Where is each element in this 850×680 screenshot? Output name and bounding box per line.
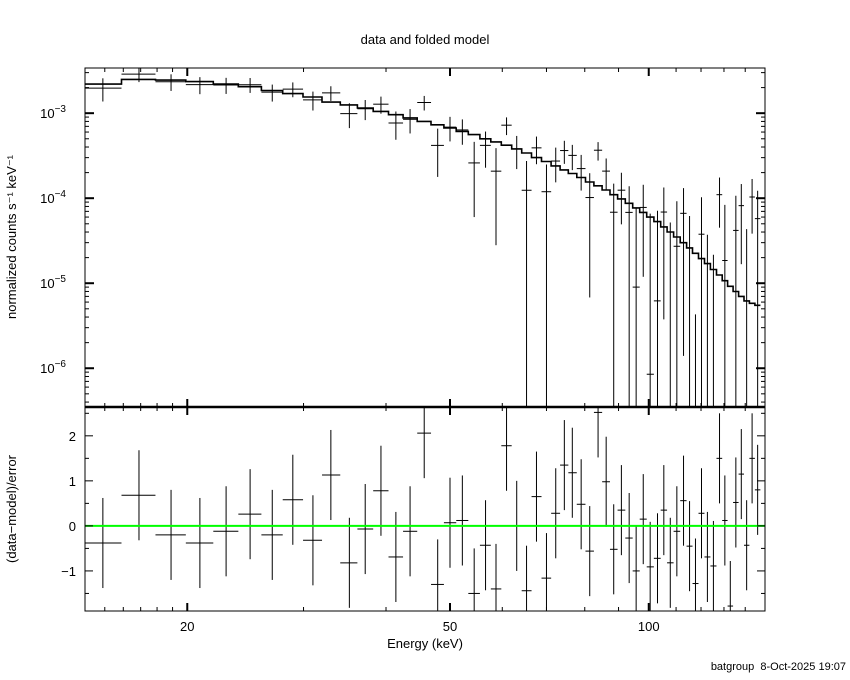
x-axis-label: Energy (keV)	[387, 636, 463, 651]
x-tick-label: 20	[180, 619, 194, 634]
y-tick-label: 0	[69, 519, 76, 534]
y-tick-label: 2	[69, 429, 76, 444]
x-tick-label: 100	[638, 619, 660, 634]
y-tick-label: 10−3	[40, 104, 66, 121]
bottom-y-axis-label: (data−model)/error	[4, 454, 19, 563]
footer-user: batgroup	[710, 661, 755, 673]
top-y-axis-label: normalized counts s⁻¹ keV⁻¹	[4, 154, 19, 319]
y-tick-label: 10−6	[40, 359, 66, 376]
footer-timestamp: 8-Oct-2025 19:07	[760, 661, 846, 673]
folded-model-line	[85, 78, 761, 307]
chart-title: data and folded model	[361, 32, 490, 47]
y-tick-label: −1	[61, 564, 76, 579]
footer-stamp: batgroup 8-Oct-2025 19:07	[711, 661, 846, 673]
y-tick-label: 10−4	[40, 189, 66, 206]
top-panel-frame	[84, 67, 766, 408]
y-tick-label: 1	[69, 474, 76, 489]
bottom-panel-frame	[84, 406, 766, 612]
x-tick-label: 50	[443, 619, 457, 634]
y-tick-label: 10−5	[40, 274, 66, 291]
